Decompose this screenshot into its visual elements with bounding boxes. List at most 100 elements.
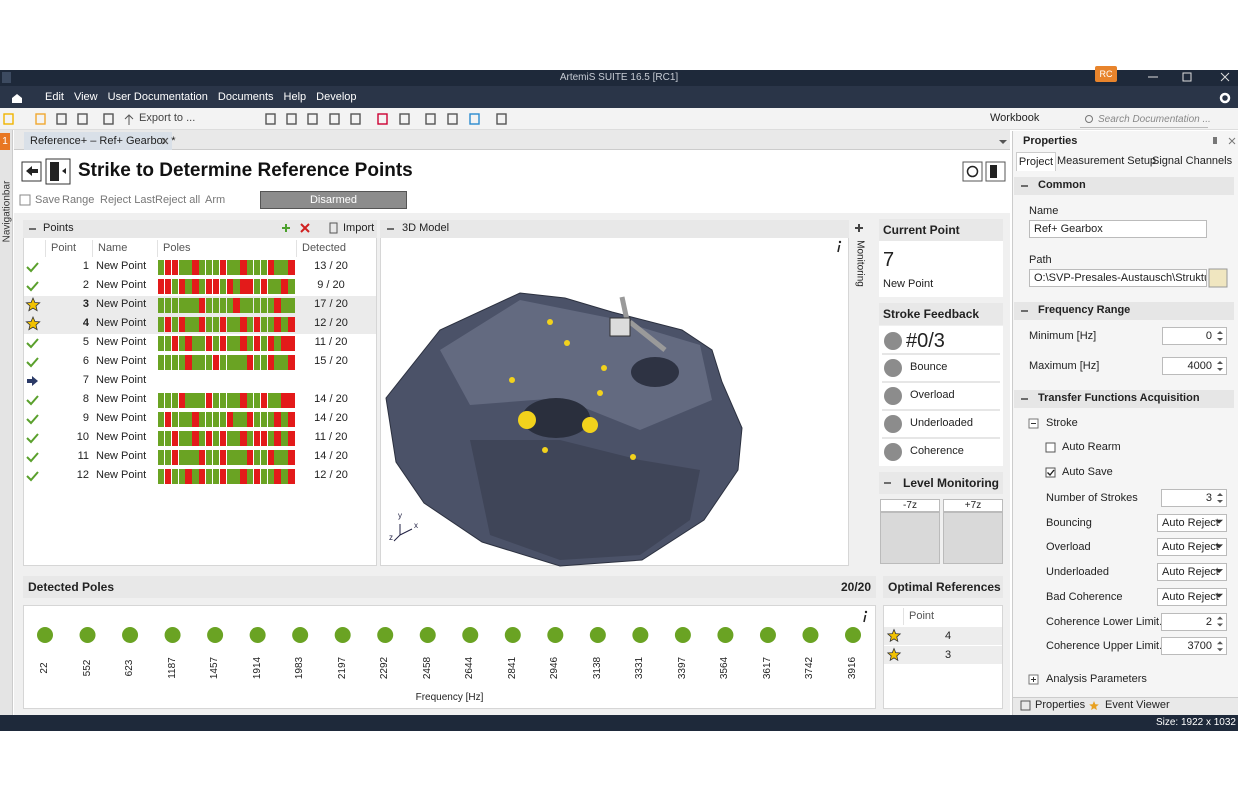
- point-name[interactable]: New Point: [96, 450, 147, 462]
- search-box[interactable]: Search Documentation ...: [1080, 111, 1211, 128]
- menu-item[interactable]: Help: [283, 91, 307, 103]
- point-name[interactable]: New Point: [96, 355, 147, 367]
- menu-item[interactable]: Develop: [316, 91, 357, 103]
- action-button[interactable]: Arm: [205, 194, 226, 206]
- pole-cell: [281, 260, 288, 275]
- pole-cell: [226, 260, 233, 275]
- pole-cell: [274, 355, 281, 370]
- point-number[interactable]: 1: [82, 260, 89, 272]
- pole-count: 20/20: [840, 580, 871, 594]
- column-header: Name: [92, 240, 157, 257]
- point-name[interactable]: New Point: [96, 431, 147, 443]
- pole-cell: [281, 431, 288, 446]
- pole-cell: [240, 393, 247, 408]
- point-name[interactable]: New Point: [96, 279, 147, 291]
- pole-cell: [178, 355, 185, 370]
- export-button[interactable]: Export to ...: [139, 112, 196, 124]
- menu-item[interactable]: Edit: [45, 91, 64, 103]
- pole-cell: [192, 317, 199, 332]
- pole-cell: [288, 260, 295, 275]
- input-field[interactable]: 2: [1161, 612, 1227, 631]
- detected-count: 14 / 20: [314, 450, 348, 462]
- pole-cell: [226, 279, 233, 294]
- point-name[interactable]: New Point: [96, 298, 147, 310]
- point-number[interactable]: 9: [82, 412, 89, 424]
- menu-item[interactable]: Documents: [217, 91, 274, 103]
- import-button[interactable]: Import: [343, 222, 375, 234]
- pole-cell: [267, 336, 274, 351]
- document-tab[interactable]: Reference+ – Ref+ Gearbox *: [24, 132, 176, 150]
- input-field[interactable]: 3700: [1161, 637, 1227, 656]
- reference-point[interactable]: 4: [944, 630, 952, 642]
- point-name[interactable]: New Point: [96, 317, 147, 329]
- input-field[interactable]: 3: [1161, 489, 1227, 507]
- input-field[interactable]: Auto Reject: [1157, 513, 1227, 532]
- pole-cell: [233, 298, 240, 313]
- input-field[interactable]: Auto Reject: [1157, 538, 1227, 557]
- action-button[interactable]: Save: [35, 194, 61, 206]
- pole-frequency: 2644: [464, 656, 476, 680]
- menu-item[interactable]: User Documentation: [107, 91, 208, 103]
- input-field[interactable]: 4000: [1162, 357, 1227, 375]
- pole-cell: [247, 336, 254, 351]
- pole-cell: [185, 317, 192, 332]
- action-button[interactable]: Reject Last: [100, 194, 156, 206]
- point-name[interactable]: New Point: [96, 469, 147, 481]
- point-name[interactable]: New Point: [96, 393, 147, 405]
- pole-cell: [253, 336, 261, 351]
- section-header: [1014, 177, 1234, 195]
- pole-cell: [267, 393, 274, 408]
- pole-cell: [205, 260, 213, 275]
- pole-cell: [192, 393, 199, 408]
- state-badge[interactable]: Disarmed: [260, 191, 407, 209]
- point-name[interactable]: New Point: [96, 412, 147, 424]
- property-tab[interactable]: Measurement Setup: [1057, 155, 1157, 167]
- sidebar-label[interactable]: Navigationbar: [1, 180, 13, 243]
- pole-cell: [185, 469, 192, 484]
- workbook-button[interactable]: Workbook: [990, 112, 1040, 124]
- bottom-tab[interactable]: Event Viewer: [1105, 699, 1170, 711]
- point-number[interactable]: 6: [82, 355, 89, 367]
- input-field[interactable]: Auto Reject: [1157, 587, 1227, 606]
- pole-cell: [178, 469, 185, 484]
- pole-cell: [199, 412, 206, 427]
- panel-title: Level Monitoring: [903, 476, 999, 490]
- bottom-tab[interactable]: Properties: [1035, 699, 1086, 711]
- pole-cell: [274, 469, 281, 484]
- point-name[interactable]: New Point: [96, 336, 147, 348]
- action-button[interactable]: Range: [62, 194, 95, 206]
- reference-point[interactable]: 3: [944, 649, 952, 661]
- point-number[interactable]: 10: [76, 431, 89, 443]
- point-number[interactable]: 4: [82, 317, 89, 329]
- pole-cell: [171, 298, 179, 313]
- pole-cell: [288, 469, 295, 484]
- point-number[interactable]: 11: [77, 450, 89, 462]
- action-button[interactable]: Reject all: [155, 194, 201, 206]
- point-name[interactable]: New Point: [96, 374, 147, 386]
- point-number[interactable]: 3: [82, 298, 89, 310]
- checkbox-label[interactable]: Auto Rearm: [1062, 441, 1121, 453]
- point-name[interactable]: New Point: [96, 260, 147, 272]
- input-field[interactable]: 0: [1162, 327, 1227, 345]
- input-field[interactable]: Auto Reject: [1157, 563, 1227, 582]
- input-field[interactable]: Ref+ Gearbox: [1029, 220, 1207, 238]
- monitoring-label[interactable]: Monitoring: [854, 240, 866, 287]
- point-number[interactable]: 2: [82, 279, 89, 291]
- point-number[interactable]: 7: [82, 374, 89, 386]
- group-title[interactable]: Analysis Parameters: [1046, 673, 1147, 685]
- pole-cell: [192, 279, 199, 294]
- pole-cell: [212, 412, 220, 427]
- pole-cell: [233, 317, 240, 332]
- menu-item[interactable]: View: [73, 91, 98, 103]
- point-number[interactable]: 12: [76, 469, 89, 481]
- property-tab[interactable]: Project: [1016, 152, 1056, 171]
- pole-cell: [226, 393, 233, 408]
- pole-frequency: 1187: [166, 657, 178, 679]
- point-number[interactable]: 8: [82, 393, 89, 405]
- bottom-tab-bar: [1013, 697, 1238, 715]
- checkbox-label[interactable]: Auto Save: [1062, 466, 1113, 478]
- property-tab[interactable]: Signal Channels: [1152, 155, 1233, 167]
- panel-title: Current Point: [883, 223, 960, 237]
- input-field[interactable]: O:\SVP-Presales-Austausch\Strukturdyna: [1029, 269, 1207, 287]
- point-number[interactable]: 5: [82, 336, 89, 348]
